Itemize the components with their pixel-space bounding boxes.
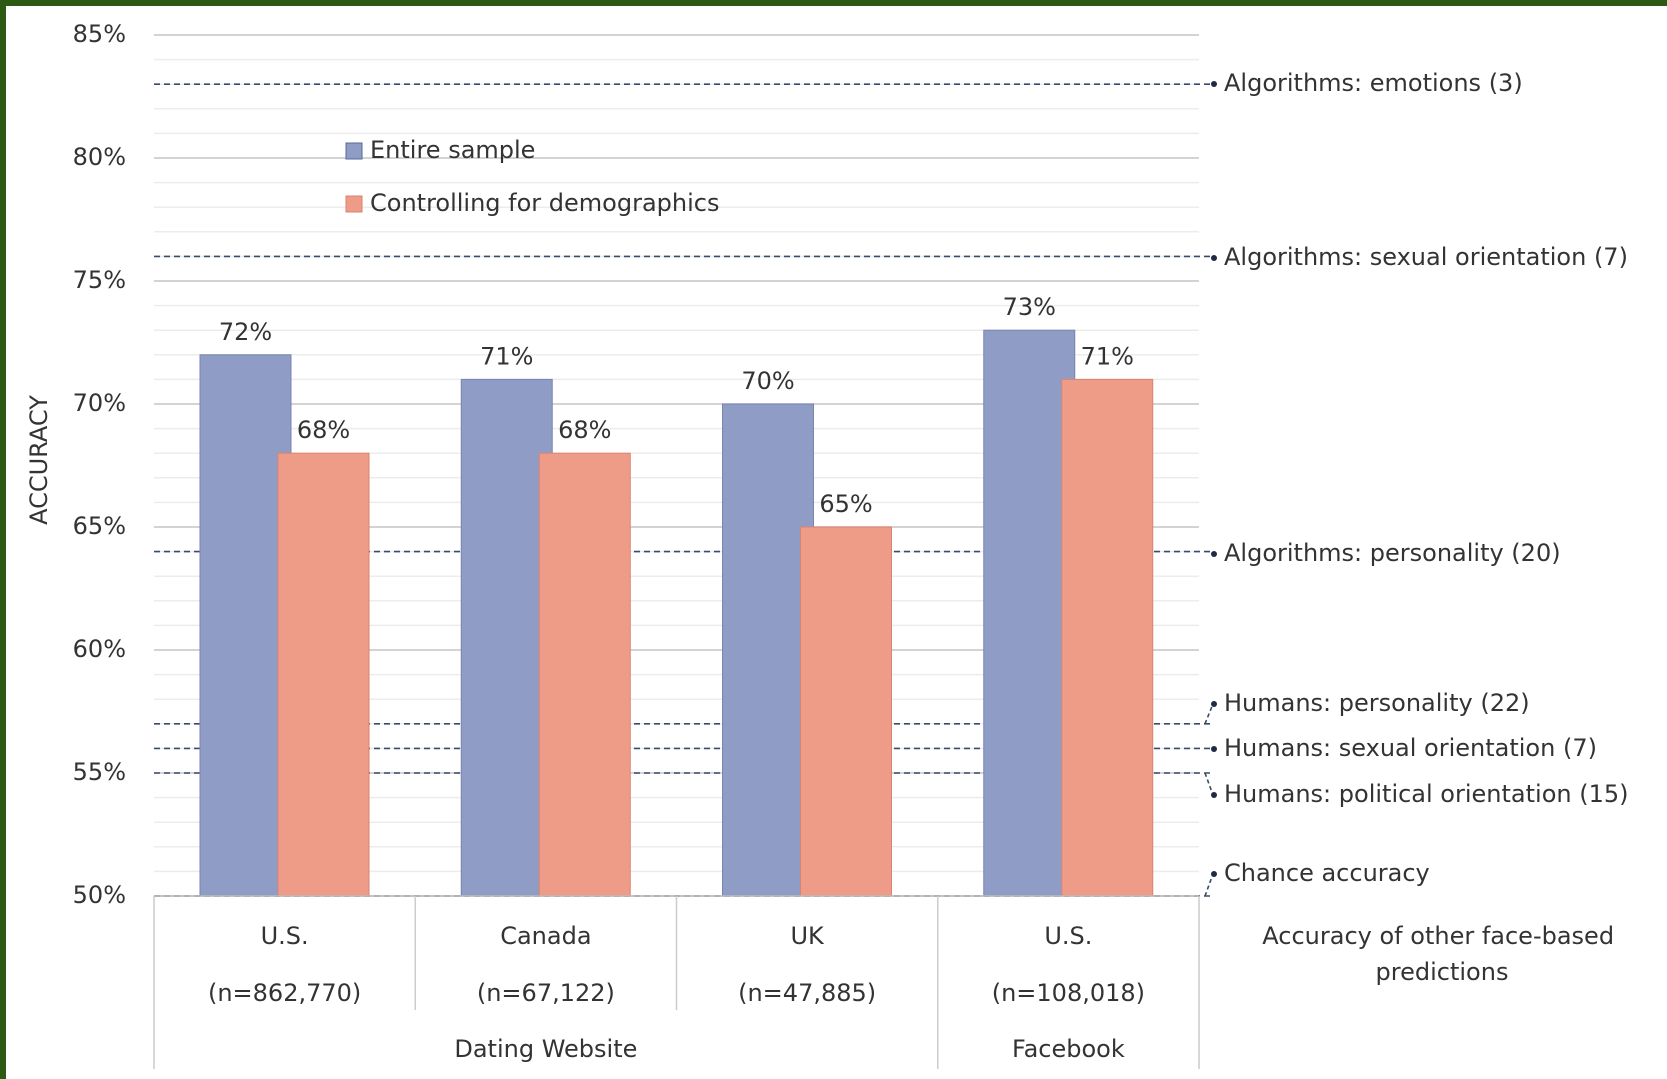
value-label: 70% <box>741 367 794 395</box>
reference-title: Accuracy of other face-based predictions <box>1262 922 1621 986</box>
bar <box>1061 378 1154 897</box>
reference-dot <box>1211 81 1217 87</box>
y-tick-label: 75% <box>73 266 126 294</box>
reference-label: Humans: political orientation (15) <box>1224 780 1628 808</box>
x-tick-sublabel: (n=108,018) <box>992 979 1145 1007</box>
y-tick-label: 65% <box>73 512 126 540</box>
bar <box>538 452 631 897</box>
y-tick-label: 60% <box>73 635 126 663</box>
x-tick-label: U.S. <box>1044 922 1092 950</box>
x-tick-sublabel: (n=47,885) <box>738 979 876 1007</box>
reference-label: Algorithms: emotions (3) <box>1224 69 1523 97</box>
bar <box>277 452 370 897</box>
reference-connector <box>1204 873 1214 897</box>
reference-label: Algorithms: sexual orientation (7) <box>1224 243 1628 271</box>
reference-dot <box>1211 871 1217 877</box>
group-label: Dating Website <box>454 1035 637 1063</box>
legend-swatch <box>345 195 363 213</box>
value-label: 73% <box>1003 293 1056 321</box>
x-tick-label: UK <box>790 922 825 950</box>
value-label: 71% <box>480 342 533 370</box>
reference-title-text: predictions <box>1376 958 1509 986</box>
value-label: 71% <box>1081 342 1134 370</box>
reference-label: Algorithms: personality (20) <box>1224 539 1561 567</box>
legend-swatch <box>345 142 363 160</box>
reference-connector <box>1204 772 1214 796</box>
reference-label: Humans: personality (22) <box>1224 689 1530 717</box>
reference-dot <box>1211 551 1217 557</box>
bar <box>460 378 553 897</box>
reference-dot <box>1211 255 1217 261</box>
reference-connector <box>1204 703 1214 725</box>
reference-label: Humans: sexual orientation (7) <box>1224 734 1597 762</box>
y-axis-label: ACCURACY <box>25 395 53 525</box>
reference-dot <box>1211 701 1217 707</box>
legend-label: Entire sample <box>370 136 535 164</box>
bar <box>722 403 814 897</box>
reference-label: Chance accuracy <box>1224 859 1430 887</box>
group-label: Facebook <box>1012 1035 1125 1063</box>
reference-dot <box>1211 792 1217 798</box>
value-label: 68% <box>558 416 611 444</box>
reference-title-text: Accuracy of other face-based <box>1262 922 1614 950</box>
x-tick-label: Canada <box>500 922 591 950</box>
bar <box>983 329 1076 897</box>
value-label: 72% <box>219 318 272 346</box>
x-tick-label: U.S. <box>261 922 309 950</box>
y-tick-label: 85% <box>73 20 126 48</box>
bar <box>800 526 892 897</box>
reference-dot <box>1211 746 1217 752</box>
x-tick-sublabel: (n=862,770) <box>208 979 361 1007</box>
bar <box>199 354 292 897</box>
value-label: 65% <box>819 490 872 518</box>
y-tick-label: 70% <box>73 389 126 417</box>
legend-label: Controlling for demographics <box>370 189 719 217</box>
value-label: 68% <box>297 416 350 444</box>
y-tick-label: 80% <box>73 143 126 171</box>
y-tick-label: 50% <box>73 881 126 909</box>
x-tick-sublabel: (n=67,122) <box>477 979 615 1007</box>
y-tick-label: 55% <box>73 758 126 786</box>
